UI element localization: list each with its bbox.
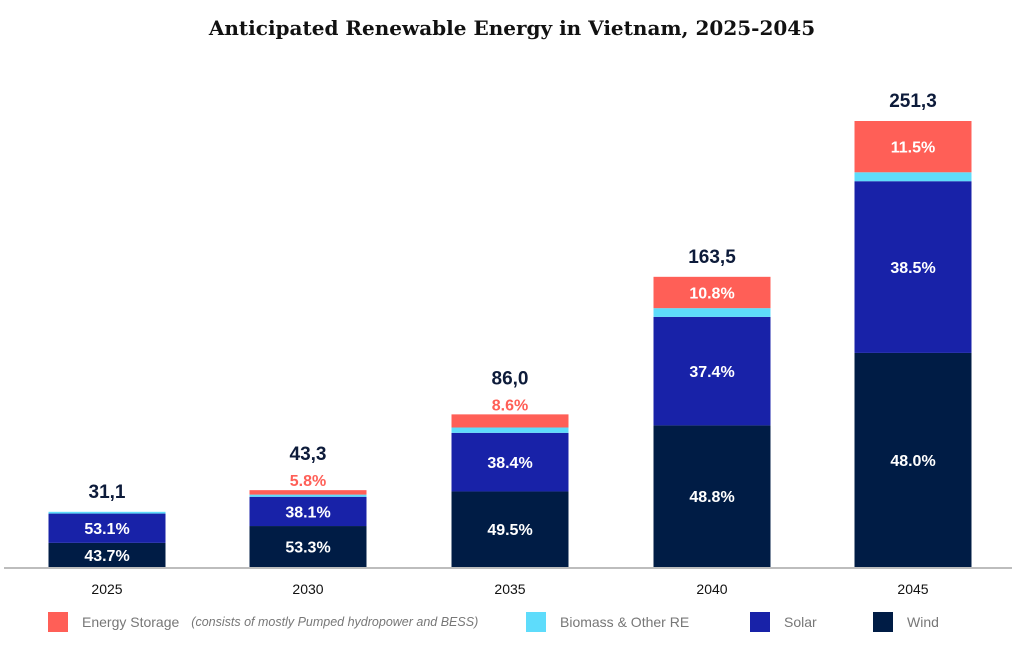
data-label: 10.8%	[689, 285, 734, 302]
total-label: 163,5	[688, 247, 736, 268]
data-label: 11.5%	[891, 140, 935, 157]
chart-title: Anticipated Renewable Energy in Vietnam,…	[208, 16, 816, 40]
legend-label: Wind	[907, 614, 939, 630]
legend-item-solar: Solar	[750, 612, 817, 632]
legend-item-biomass: Biomass & Other RE	[526, 612, 689, 632]
x-tick-label: 2030	[292, 581, 323, 597]
bar-segment-solar	[48, 513, 166, 543]
data-label: 5.8%	[290, 473, 326, 490]
legend-swatch-energy-storage	[48, 612, 68, 632]
bar-segment-energy-storage	[249, 490, 367, 495]
x-tick-label: 2040	[696, 581, 727, 597]
data-label: 38.5%	[890, 260, 935, 277]
total-label: 43,3	[290, 444, 327, 465]
bar-segment-solar	[653, 316, 771, 426]
data-label: 53.1%	[84, 521, 129, 538]
bar-segment-wind	[249, 526, 367, 567]
bar-segment-wind	[854, 352, 972, 567]
total-label: 251,3	[889, 91, 937, 112]
legend-swatch-biomass	[526, 612, 546, 632]
legend-label: Biomass & Other RE	[560, 614, 690, 630]
total-label: 31,1	[89, 482, 126, 503]
data-label: 49.5%	[487, 522, 532, 539]
bar-segment-biomass-other-re	[854, 172, 972, 182]
bar-segment-energy-storage	[451, 414, 569, 428]
bar-segment-wind	[451, 491, 569, 567]
bar-segment-energy-storage	[653, 276, 771, 309]
bar-segment-solar	[451, 432, 569, 492]
legend-swatch-wind	[873, 612, 893, 632]
bar-segment-solar	[249, 496, 367, 527]
data-label: 37.4%	[689, 364, 734, 381]
legend-label: Solar	[784, 614, 817, 630]
bar-segment-solar	[854, 181, 972, 353]
data-label: 8.6%	[492, 397, 528, 414]
x-tick-label: 2025	[91, 581, 122, 597]
data-label: 53.3%	[285, 540, 330, 557]
bar-segment-biomass-other-re	[451, 427, 569, 433]
bar-segment-biomass-other-re	[249, 494, 367, 497]
data-label: 48.0%	[890, 453, 935, 470]
data-label: 48.8%	[689, 489, 734, 506]
legend-note: (consists of mostly Pumped hydropower an…	[191, 615, 479, 629]
data-label: 38.4%	[487, 455, 532, 472]
legend-swatch-solar	[750, 612, 770, 632]
x-tick-label: 2035	[494, 581, 525, 597]
data-label: 43.7%	[84, 548, 129, 565]
total-label: 86,0	[492, 368, 529, 389]
bar-segment-biomass-other-re	[653, 308, 771, 317]
data-label: 38.1%	[285, 504, 330, 521]
legend-item-energy-storage: Energy Storage (consists of mostly Pumpe…	[48, 612, 478, 632]
chart-plot: 43.7% 53.1% 31,1 2025 53.3% 38.1% 5.8% 43,3 2030…	[4, 91, 1012, 597]
legend-label: Energy Storage	[82, 614, 180, 630]
x-tick-label: 2045	[897, 581, 928, 597]
legend-item-wind: Wind	[873, 612, 939, 632]
bar-segment-wind	[48, 542, 166, 567]
bar-segment-biomass-other-re	[48, 511, 166, 514]
bar-segment-wind	[653, 425, 771, 567]
bar-segment-energy-storage	[854, 121, 972, 173]
